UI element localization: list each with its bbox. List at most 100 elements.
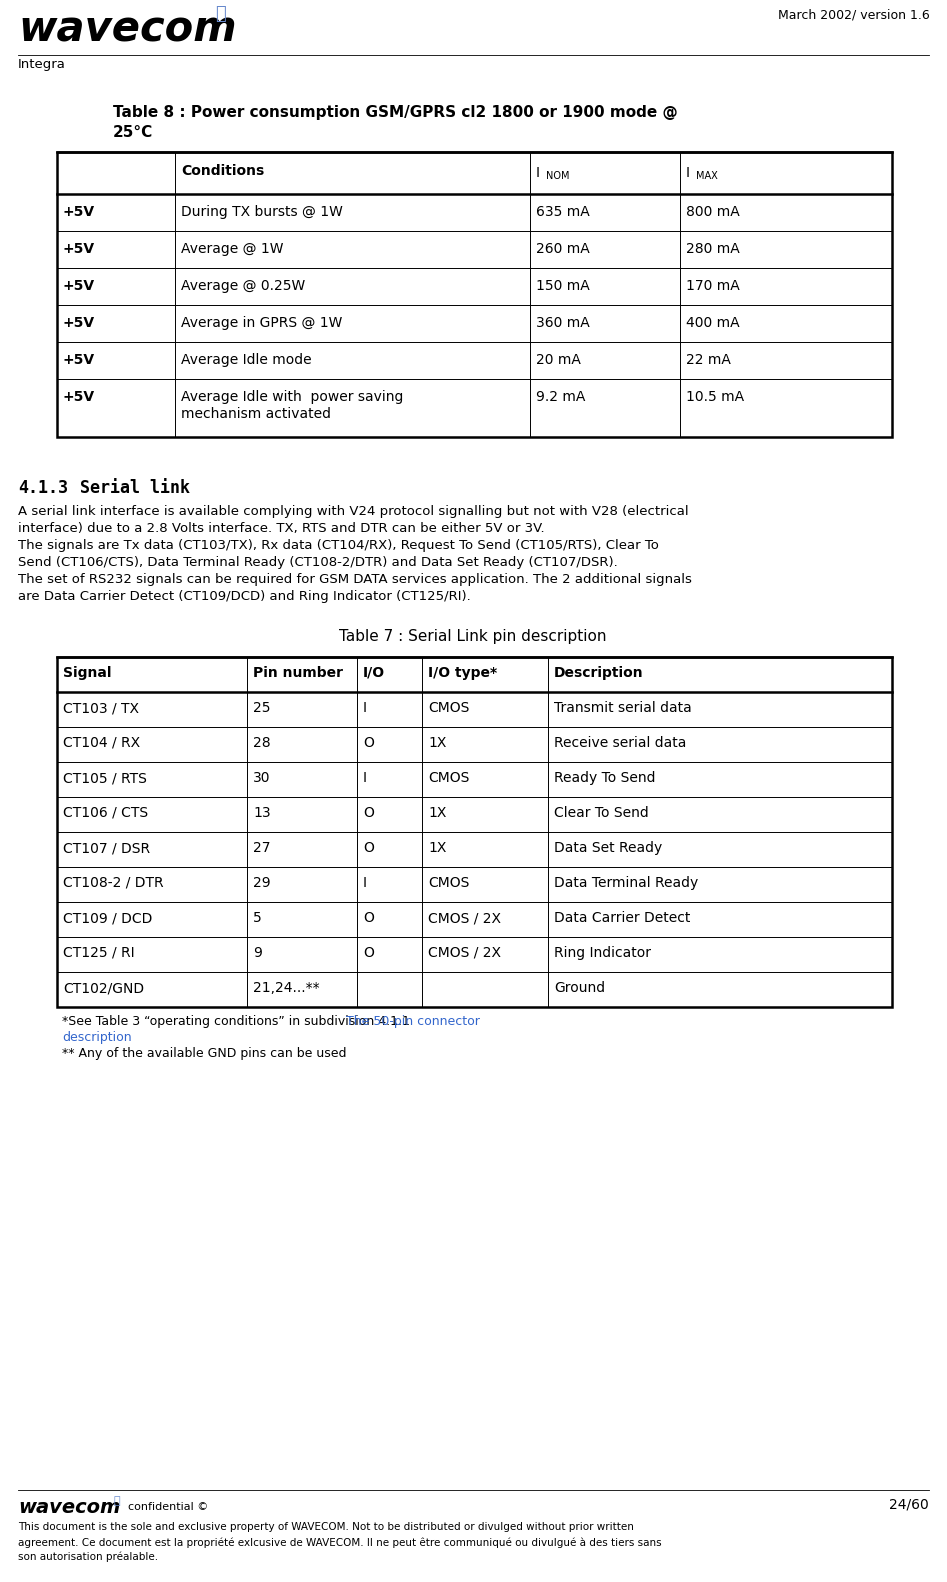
Text: 4.1.3: 4.1.3: [18, 479, 68, 497]
Text: Clear To Send: Clear To Send: [554, 805, 649, 819]
Text: Data Carrier Detect: Data Carrier Detect: [554, 911, 690, 925]
Text: 25: 25: [253, 701, 271, 715]
Text: Ground: Ground: [554, 981, 605, 995]
Text: +5V: +5V: [63, 353, 95, 367]
Text: Pin number: Pin number: [253, 666, 343, 680]
Text: I: I: [363, 876, 367, 891]
Text: O: O: [363, 805, 374, 819]
Text: 1X: 1X: [428, 842, 446, 854]
Text: CT106 / CTS: CT106 / CTS: [63, 805, 148, 819]
Text: 21,24...**: 21,24...**: [253, 981, 320, 995]
Text: I: I: [363, 701, 367, 715]
Bar: [57, 152, 892, 437]
Text: CT125 / RI: CT125 / RI: [63, 946, 134, 960]
Text: +5V: +5V: [63, 242, 95, 256]
Text: 9: 9: [253, 946, 262, 960]
Text: Data Set Ready: Data Set Ready: [554, 842, 662, 854]
Text: Average @ 0.25W: Average @ 0.25W: [181, 278, 305, 293]
Text: wavecom: wavecom: [18, 8, 237, 51]
Text: 150 mA: 150 mA: [536, 278, 590, 293]
Text: *See Table 3 “operating conditions” in subdivision 4.1.1: *See Table 3 “operating conditions” in s…: [62, 1016, 410, 1028]
Text: 27: 27: [253, 842, 271, 854]
Text: interface) due to a 2.8 Volts interface. TX, RTS and DTR can be either 5V or 3V.: interface) due to a 2.8 Volts interface.…: [18, 522, 545, 535]
Text: ⓦ: ⓦ: [215, 5, 225, 24]
Text: This document is the sole and exclusive property of WAVECOM. Not to be distribut: This document is the sole and exclusive …: [18, 1522, 634, 1531]
Text: Signal: Signal: [63, 666, 112, 680]
Text: I: I: [536, 166, 540, 180]
Text: Table 7 : Serial Link pin description: Table 7 : Serial Link pin description: [339, 630, 607, 644]
Text: Serial link: Serial link: [80, 479, 190, 497]
Text: +5V: +5V: [63, 206, 95, 218]
Text: son autorisation préalable.: son autorisation préalable.: [18, 1552, 158, 1563]
Text: ** Any of the available GND pins can be used: ** Any of the available GND pins can be …: [62, 1047, 347, 1060]
Text: Average Idle with  power saving: Average Idle with power saving: [181, 391, 403, 403]
Text: are Data Carrier Detect (CT109/DCD) and Ring Indicator (CT125/RI).: are Data Carrier Detect (CT109/DCD) and …: [18, 590, 471, 603]
Text: confidential ©: confidential ©: [128, 1501, 208, 1512]
Text: The 50-pin connector: The 50-pin connector: [347, 1016, 480, 1028]
Text: O: O: [363, 842, 374, 854]
Text: 800 mA: 800 mA: [686, 206, 740, 218]
Text: 9.2 mA: 9.2 mA: [536, 391, 585, 403]
Text: MAX: MAX: [696, 171, 718, 180]
Text: 22 mA: 22 mA: [686, 353, 731, 367]
Text: Integra: Integra: [18, 59, 66, 71]
Text: 1X: 1X: [428, 736, 446, 750]
Text: Average Idle mode: Average Idle mode: [181, 353, 312, 367]
Text: 20 mA: 20 mA: [536, 353, 581, 367]
Text: O: O: [363, 946, 374, 960]
Text: CT108-2 / DTR: CT108-2 / DTR: [63, 876, 164, 891]
Text: CT102/GND: CT102/GND: [63, 981, 144, 995]
Text: Ring Indicator: Ring Indicator: [554, 946, 651, 960]
Text: I/O: I/O: [363, 666, 385, 680]
Text: CT103 / TX: CT103 / TX: [63, 701, 139, 715]
Text: 635 mA: 635 mA: [536, 206, 590, 218]
Text: CMOS / 2X: CMOS / 2X: [428, 946, 501, 960]
Text: description: description: [62, 1031, 132, 1044]
Text: CT104 / RX: CT104 / RX: [63, 736, 140, 750]
Text: I: I: [363, 770, 367, 785]
Text: 360 mA: 360 mA: [536, 316, 590, 331]
Text: CT107 / DSR: CT107 / DSR: [63, 842, 151, 854]
Text: ⓦ: ⓦ: [114, 1497, 120, 1506]
Text: Transmit serial data: Transmit serial data: [554, 701, 691, 715]
Text: 25°C: 25°C: [113, 125, 153, 139]
Text: CMOS / 2X: CMOS / 2X: [428, 911, 501, 925]
Text: Table 8 : Power consumption GSM/GPRS cl2 1800 or 1900 mode @: Table 8 : Power consumption GSM/GPRS cl2…: [113, 104, 678, 120]
Text: I: I: [686, 166, 690, 180]
Text: O: O: [363, 911, 374, 925]
Text: +5V: +5V: [63, 278, 95, 293]
Text: The signals are Tx data (CT103/TX), Rx data (CT104/RX), Request To Send (CT105/R: The signals are Tx data (CT103/TX), Rx d…: [18, 539, 659, 552]
Text: CT105 / RTS: CT105 / RTS: [63, 770, 147, 785]
Text: Data Terminal Ready: Data Terminal Ready: [554, 876, 698, 891]
Text: 10.5 mA: 10.5 mA: [686, 391, 744, 403]
Text: 1X: 1X: [428, 805, 446, 819]
Text: Ready To Send: Ready To Send: [554, 770, 655, 785]
Text: CMOS: CMOS: [428, 876, 470, 891]
Text: 24/60: 24/60: [889, 1498, 929, 1512]
Text: wavecom: wavecom: [18, 1498, 120, 1517]
Text: I/O type*: I/O type*: [428, 666, 497, 680]
Text: CT109 / DCD: CT109 / DCD: [63, 911, 152, 925]
Text: CMOS: CMOS: [428, 770, 470, 785]
Text: mechanism activated: mechanism activated: [181, 407, 331, 421]
Text: Receive serial data: Receive serial data: [554, 736, 687, 750]
Text: 28: 28: [253, 736, 271, 750]
Text: Average in GPRS @ 1W: Average in GPRS @ 1W: [181, 316, 343, 331]
Text: agreement. Ce document est la propriété exlcusive de WAVECOM. Il ne peut être co: agreement. Ce document est la propriété …: [18, 1538, 662, 1547]
Text: +5V: +5V: [63, 391, 95, 403]
Text: March 2002/ version 1.6: March 2002/ version 1.6: [778, 8, 930, 21]
Text: NOM: NOM: [546, 171, 569, 180]
Text: 29: 29: [253, 876, 271, 891]
Text: Send (CT106/CTS), Data Terminal Ready (CT108-2/DTR) and Data Set Ready (CT107/DS: Send (CT106/CTS), Data Terminal Ready (C…: [18, 555, 617, 570]
Text: A serial link interface is available complying with V24 protocol signalling but : A serial link interface is available com…: [18, 505, 688, 517]
Text: 30: 30: [253, 770, 271, 785]
Text: 280 mA: 280 mA: [686, 242, 740, 256]
Text: The set of RS232 signals can be required for GSM DATA services application. The : The set of RS232 signals can be required…: [18, 573, 692, 585]
Text: O: O: [363, 736, 374, 750]
Text: Description: Description: [554, 666, 644, 680]
Text: 260 mA: 260 mA: [536, 242, 590, 256]
Text: 170 mA: 170 mA: [686, 278, 740, 293]
Text: Conditions: Conditions: [181, 165, 264, 179]
Text: 13: 13: [253, 805, 271, 819]
Text: 5: 5: [253, 911, 261, 925]
